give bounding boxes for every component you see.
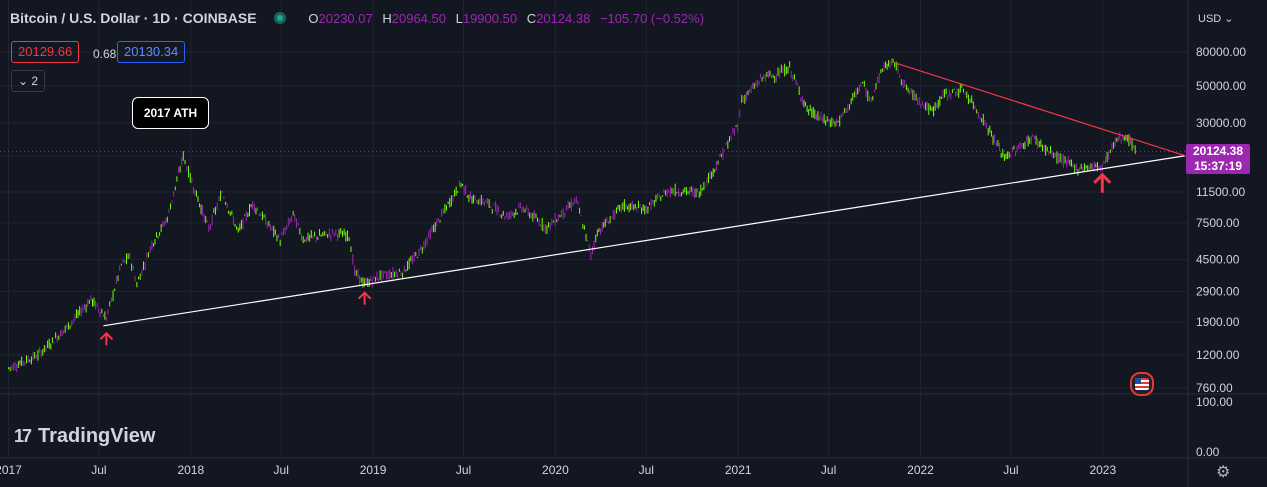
y-tick-label: 30000.00: [1196, 116, 1246, 130]
symbol-title[interactable]: Bitcoin / U.S. Dollar · 1D · COINBASE: [10, 10, 257, 26]
arrow-head: [1093, 172, 1112, 184]
change-value: −105.70 (−0.52%): [599, 11, 705, 26]
currency-label: USD: [1198, 13, 1222, 25]
y-tick-label: 2900.00: [1196, 284, 1240, 298]
low-arrow: [357, 291, 372, 305]
low-arrow: [1093, 172, 1112, 193]
tradingview-logo[interactable]: 17 TradingView: [14, 425, 155, 448]
low-arrow: [99, 331, 114, 346]
open-value: 20230.07: [318, 11, 373, 26]
tradingview-logo-icon: 17: [14, 426, 32, 446]
x-tick-label: Jul: [274, 463, 289, 477]
x-tick-label: 2021: [725, 463, 752, 477]
y-tick-label: 760.00: [1196, 381, 1233, 395]
grid-lines: [0, 0, 1188, 458]
last-price-value: 20124.38: [1192, 144, 1244, 158]
chart-header: Bitcoin / U.S. Dollar · 1D · COINBASE O2…: [10, 10, 704, 26]
x-tick-label: Jul: [1003, 463, 1018, 477]
ohlc-values: O20230.07 H20964.50 L19900.50 C20124.38 …: [302, 11, 704, 26]
y-tick-label: 4500.00: [1196, 253, 1240, 267]
tradingview-logo-text: TradingView: [38, 425, 156, 447]
y-tick-label: 11500.00: [1196, 185, 1245, 199]
y-tick-label: 1200.00: [1196, 348, 1240, 362]
market-status-icon: [274, 12, 287, 24]
indicators-count: 2: [31, 74, 39, 88]
open-label: O: [308, 11, 319, 26]
x-tick-label: 2020: [542, 463, 569, 477]
bar-countdown: 15:37:19: [1193, 159, 1243, 173]
close-label: C: [526, 11, 537, 26]
x-tick-label: Jul: [456, 463, 471, 477]
arrow-head: [357, 291, 372, 300]
y-tick-label: 80000.00: [1196, 45, 1246, 59]
buy-button[interactable]: 20130.34: [117, 41, 186, 63]
us-flag-icon[interactable]: [1130, 372, 1154, 396]
x-tick-label: 2023: [1089, 463, 1116, 477]
y-tick-label: 50000.00: [1196, 79, 1246, 93]
indicators-toggle[interactable]: ⌄ 2: [11, 70, 45, 92]
chevron-down-icon: ⌄: [17, 74, 29, 88]
low-label: L: [455, 11, 463, 26]
x-tick-label: 2018: [177, 463, 204, 477]
resistance-trendline: [894, 62, 1186, 157]
spread-value: 0.68: [93, 47, 117, 61]
x-tick-label: Jul: [91, 463, 106, 477]
high-value: 20964.50: [391, 11, 446, 26]
x-tick-label: 2017: [0, 463, 22, 477]
arrow-head: [99, 331, 114, 341]
currency-selector[interactable]: USD ⌄: [1198, 12, 1234, 25]
chevron-down-icon: ⌄: [1224, 13, 1234, 25]
y-tick-label: 1900.00: [1196, 315, 1240, 329]
ath-callout[interactable]: 2017 ATH: [132, 97, 209, 129]
close-value: 20124.38: [536, 11, 591, 26]
support-trendline: [103, 155, 1186, 327]
last-price-tag: 20124.38 15:37:19: [1186, 144, 1250, 174]
low-value: 19900.50: [462, 11, 518, 26]
x-tick-label: Jul: [639, 463, 654, 477]
high-label: H: [382, 11, 392, 26]
x-tick-label: Jul: [821, 463, 836, 477]
lower-pane-tick-label: 0.00: [1196, 445, 1220, 459]
y-tick-label: 7500.00: [1196, 216, 1240, 230]
x-tick-label: 2022: [907, 463, 934, 477]
x-tick-label: 2019: [360, 463, 387, 477]
lower-pane-tick-label: 100.00: [1196, 395, 1233, 409]
sell-button[interactable]: 20129.66: [11, 41, 80, 63]
candles: [7, 58, 1136, 373]
gear-icon[interactable]: ⚙: [1216, 464, 1231, 481]
